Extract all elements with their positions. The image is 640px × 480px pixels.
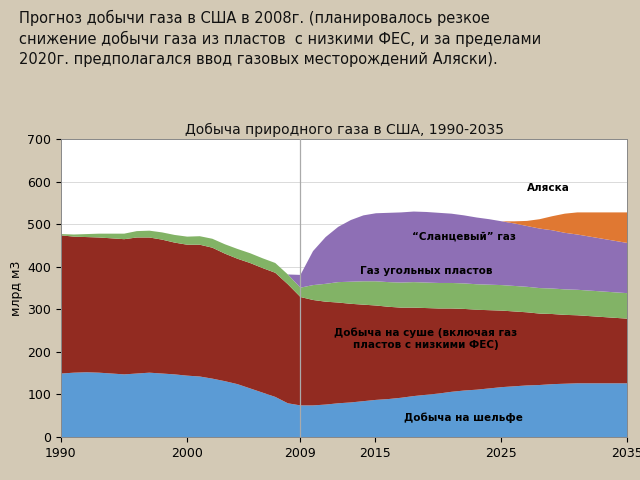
Text: Газ угольных пластов: Газ угольных пластов [360, 266, 492, 276]
Title: Добыча природного газа в США, 1990-2035: Добыча природного газа в США, 1990-2035 [184, 122, 504, 137]
Text: Добыча на шельфе: Добыча на шельфе [404, 412, 523, 423]
Text: “Сланцевый” газ: “Сланцевый” газ [412, 232, 515, 242]
Y-axis label: млрд м3: млрд м3 [10, 260, 23, 316]
Text: Прогноз добычи газа в США в 2008г. (планировалось резкое
снижение добычи газа из: Прогноз добычи газа в США в 2008г. (план… [19, 10, 541, 67]
Text: Аляска: Аляска [527, 183, 570, 193]
Text: Добыча на суше (включая газ
пластов с низкими ФЕС): Добыча на суше (включая газ пластов с ни… [334, 327, 517, 350]
